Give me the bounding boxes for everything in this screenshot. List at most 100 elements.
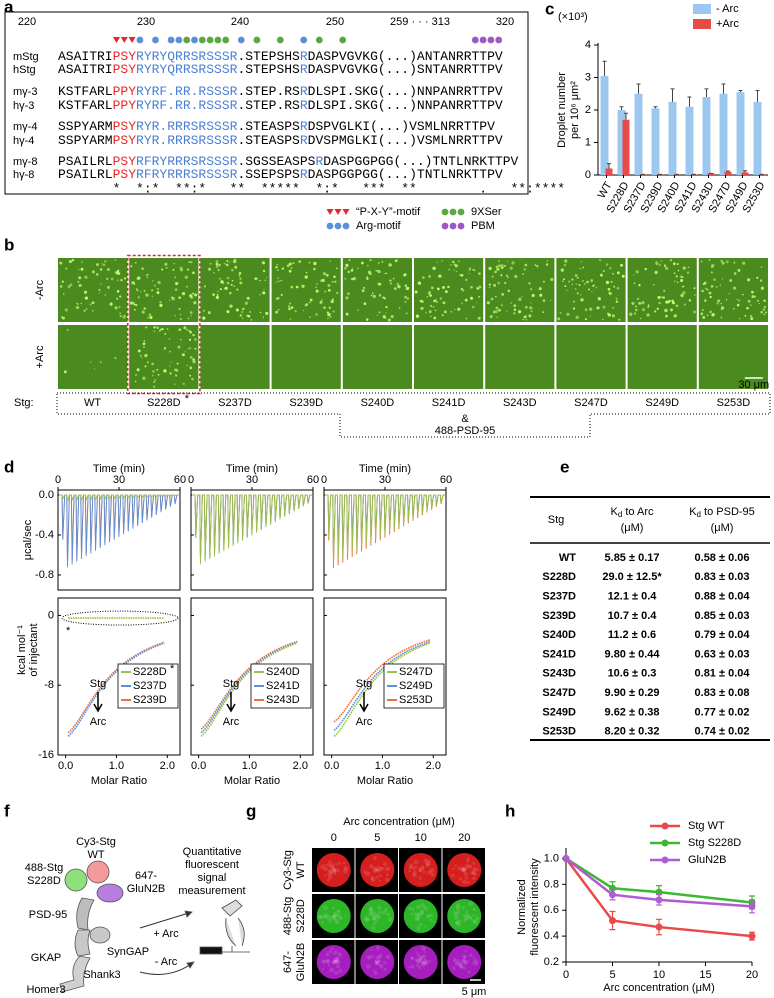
droplet <box>194 338 197 341</box>
droplet <box>675 304 679 308</box>
droplet <box>584 308 588 312</box>
texture <box>333 959 336 962</box>
droplet <box>179 346 181 348</box>
texture <box>450 873 455 878</box>
droplet <box>455 270 458 273</box>
droplet <box>157 280 161 285</box>
droplet <box>378 294 382 297</box>
droplet <box>549 299 552 302</box>
droplet <box>235 308 239 312</box>
residue-segment: .STEASPS <box>237 133 300 148</box>
droplet <box>238 271 242 275</box>
droplet <box>703 281 707 285</box>
texture <box>422 961 427 966</box>
droplet <box>141 357 143 359</box>
texture <box>465 913 470 918</box>
droplet <box>580 298 584 302</box>
droplet <box>331 280 334 283</box>
motif-dot <box>339 36 347 44</box>
droplet <box>96 263 99 266</box>
droplet <box>266 277 268 279</box>
residue-segment: PSAILRL <box>58 154 113 169</box>
table-cell: S253D <box>542 726 576 738</box>
x-tick-label: 60 <box>307 474 319 486</box>
droplet <box>164 332 167 335</box>
texture <box>424 925 427 928</box>
droplet <box>170 361 172 363</box>
error-bar <box>670 88 675 102</box>
x-tick-label: 30 <box>379 474 391 486</box>
microscopy-tile <box>342 325 412 389</box>
residue-segment: PPY <box>113 84 137 99</box>
droplet <box>389 279 392 282</box>
texture <box>337 861 341 865</box>
droplet <box>702 316 706 319</box>
texture <box>372 916 377 921</box>
droplet <box>190 315 192 317</box>
droplet <box>658 263 661 266</box>
droplet <box>187 348 189 350</box>
table-cell: 9.90 ± 0.29 <box>605 687 660 699</box>
texture <box>328 950 332 954</box>
texture <box>422 905 427 909</box>
texture <box>326 878 331 882</box>
droplet <box>209 262 212 265</box>
droplet <box>315 313 318 316</box>
texture <box>460 869 465 873</box>
droplet <box>664 308 668 313</box>
droplet <box>327 284 331 288</box>
droplet <box>498 308 501 312</box>
texture <box>363 915 369 921</box>
droplet <box>324 290 327 293</box>
droplet <box>464 298 468 302</box>
texture <box>473 872 477 876</box>
droplet <box>85 308 88 310</box>
droplet <box>495 265 498 268</box>
header-symbol: K <box>611 506 619 518</box>
texture <box>322 960 326 963</box>
droplet <box>216 293 219 296</box>
texture <box>462 914 466 918</box>
texture <box>376 868 380 872</box>
droplet <box>638 283 641 287</box>
texture <box>325 959 331 965</box>
texture <box>419 910 424 916</box>
droplet <box>607 313 611 317</box>
shank-homer-shape <box>59 955 91 993</box>
droplet <box>596 306 600 310</box>
droplet <box>563 263 567 267</box>
texture <box>373 866 376 869</box>
droplet <box>332 310 335 313</box>
droplet <box>523 268 526 271</box>
droplet <box>513 308 517 311</box>
binding-curve <box>67 641 165 734</box>
droplet <box>595 286 598 289</box>
droplet <box>277 269 279 271</box>
droplet <box>152 369 155 373</box>
error-bar <box>636 83 641 94</box>
texture <box>332 868 337 873</box>
droplet <box>387 318 391 322</box>
table-cell: 8.20 ± 0.32 <box>605 726 660 738</box>
x-tick-label: 0.0 <box>58 760 73 772</box>
data-line <box>564 857 753 938</box>
droplet <box>662 296 666 299</box>
texture <box>327 863 332 867</box>
droplet <box>239 281 243 285</box>
texture <box>420 960 425 965</box>
droplet <box>357 309 359 312</box>
droplet <box>159 303 163 308</box>
droplet <box>528 282 531 285</box>
residue-segment: RFRYRRRSRSSSR <box>136 154 238 169</box>
droplet <box>384 317 387 320</box>
droplet <box>239 277 242 280</box>
x-tick-label: 0.0 <box>324 760 339 772</box>
residue-segment: R <box>300 133 308 148</box>
diagram-label: SynGAP <box>107 946 149 958</box>
droplet <box>534 264 537 266</box>
droplet <box>495 306 499 310</box>
x-tick-label: 60 <box>174 474 186 486</box>
panel-letter: a <box>4 0 14 16</box>
texture <box>384 907 388 912</box>
